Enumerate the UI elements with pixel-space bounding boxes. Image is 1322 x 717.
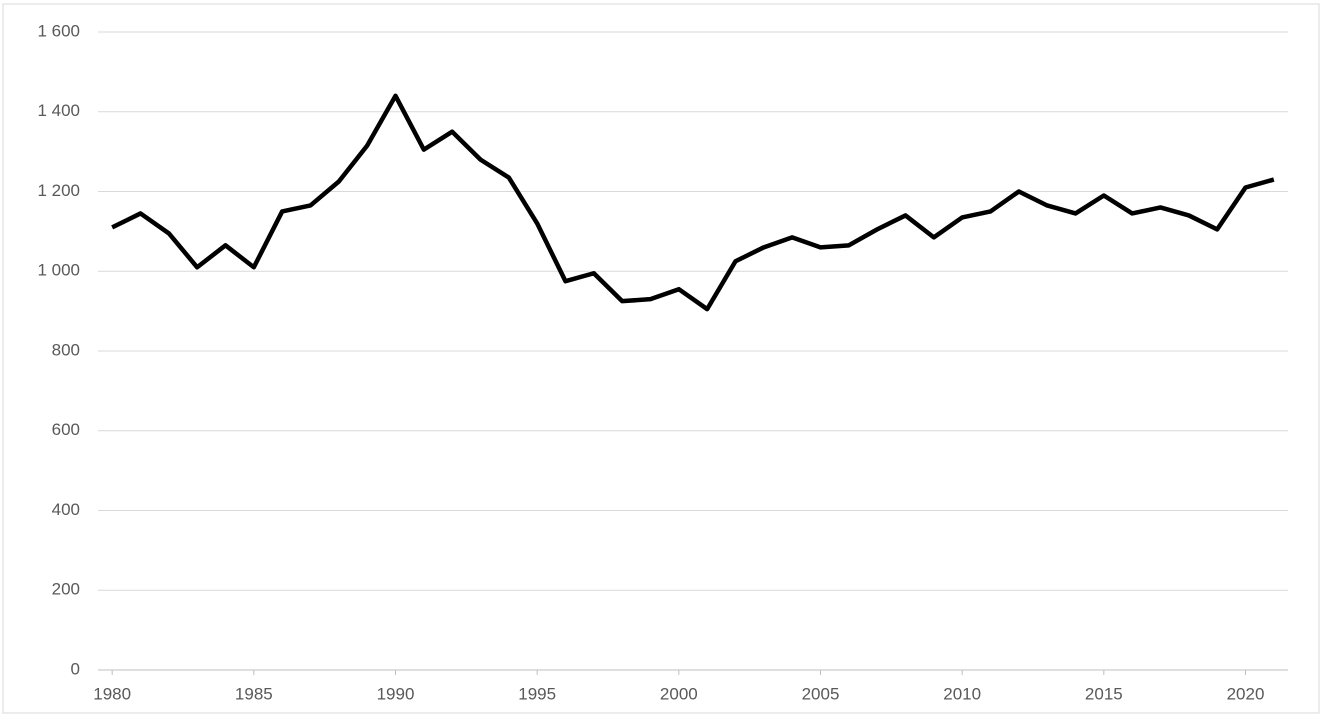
x-tick-label: 1990	[377, 684, 415, 703]
x-tick-label: 1985	[235, 684, 273, 703]
y-tick-label: 800	[52, 340, 80, 359]
y-tick-label: 1 600	[37, 21, 80, 40]
y-tick-label: 1 400	[37, 101, 80, 120]
x-tick-label: 2005	[802, 684, 840, 703]
x-tick-label: 2010	[943, 684, 981, 703]
y-tick-label: 1 200	[37, 181, 80, 200]
x-tick-label: 2020	[1227, 684, 1265, 703]
x-tick-label: 2015	[1085, 684, 1123, 703]
y-tick-label: 200	[52, 580, 80, 599]
y-tick-label: 600	[52, 420, 80, 439]
x-tick-label: 2000	[660, 684, 698, 703]
data-line	[111, 93, 1275, 312]
y-tick-label: 1 000	[37, 261, 80, 280]
x-tick-label: 1980	[93, 684, 131, 703]
chart-frame	[2, 3, 1320, 714]
y-tick-label: 0	[71, 659, 80, 678]
x-tick-label: 1995	[518, 684, 556, 703]
y-tick-label: 400	[52, 500, 80, 519]
